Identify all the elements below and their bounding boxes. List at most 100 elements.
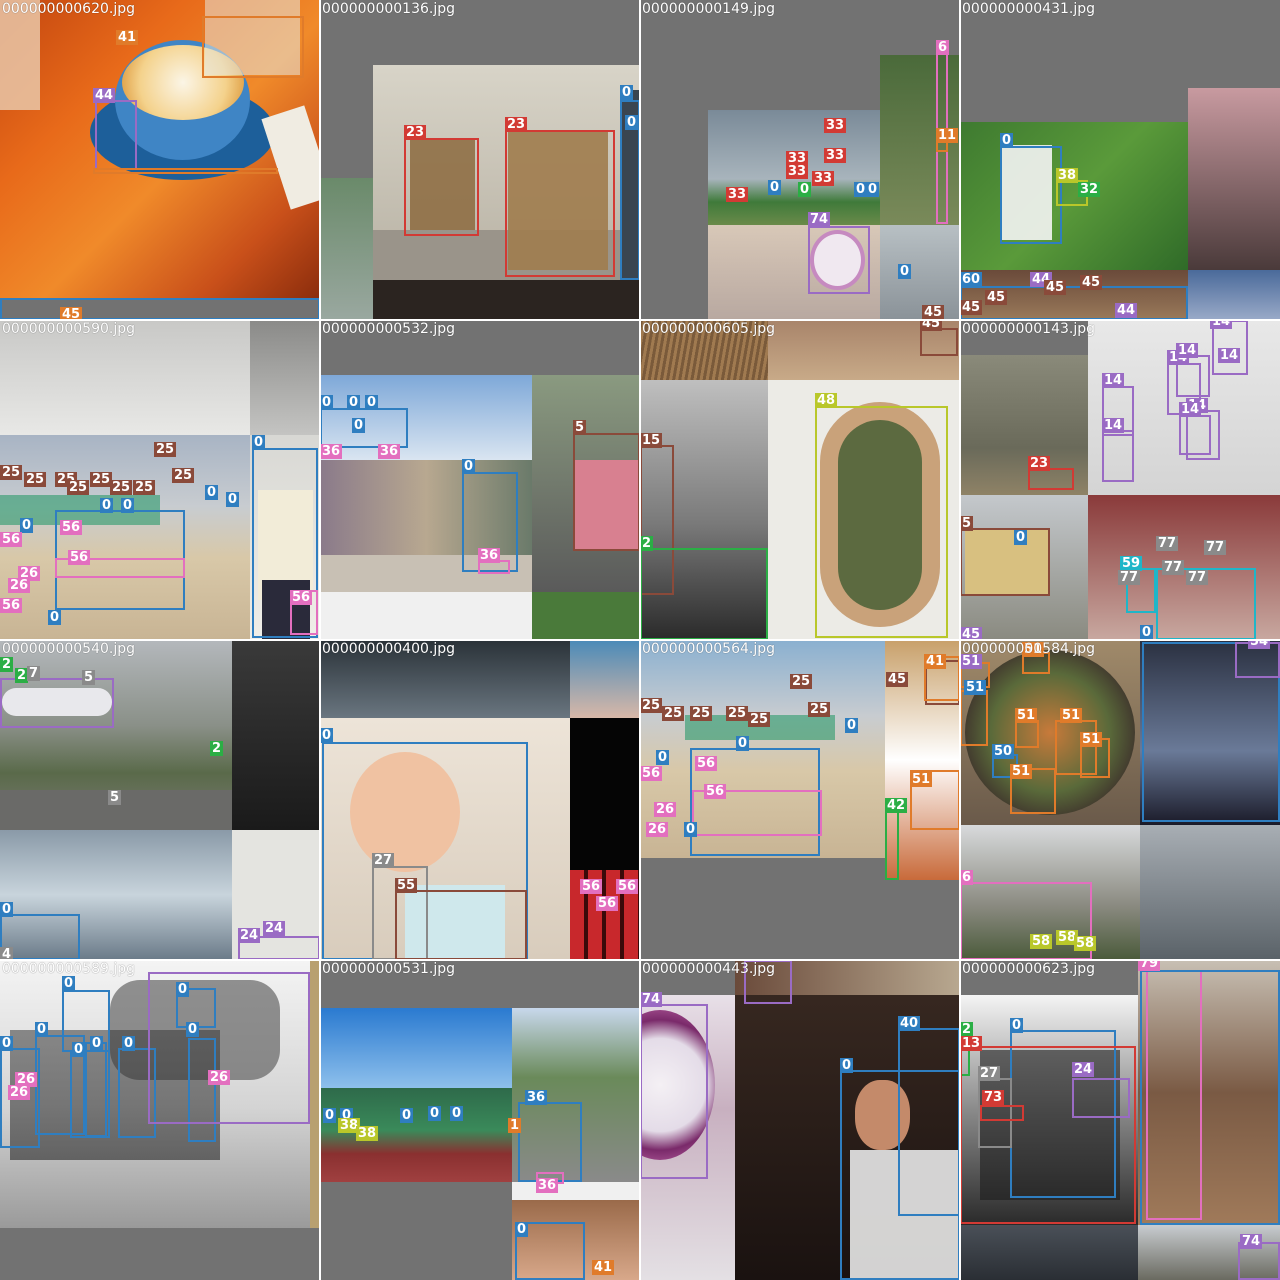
tile-vintage-plane: 0 0 0 0 0 0 0 0 26 26 26 000000000589.jp… bbox=[0, 960, 320, 1280]
label-60: 60 bbox=[960, 272, 983, 287]
label-0b: 0 bbox=[736, 736, 750, 751]
grass-image bbox=[532, 592, 640, 640]
label-27: 27 bbox=[372, 853, 395, 868]
bbox-plane bbox=[148, 972, 310, 1124]
bbox-person-5 bbox=[70, 1050, 110, 1138]
label-0: 0 bbox=[1000, 133, 1014, 148]
label-33c: 33 bbox=[824, 148, 847, 163]
bbox-skater bbox=[518, 1102, 582, 1182]
tile-filename: 000000000431.jpg bbox=[962, 1, 1095, 17]
bbox-people bbox=[690, 748, 820, 856]
label-26c: 26 bbox=[208, 1070, 231, 1085]
bbox-player bbox=[1000, 146, 1062, 244]
label-77a: 77 bbox=[1156, 536, 1179, 551]
label-0b: 0 bbox=[347, 395, 361, 410]
label-0e: 0 bbox=[450, 1106, 464, 1121]
grass-court-image bbox=[960, 122, 1188, 272]
bus-body-image bbox=[965, 530, 1050, 595]
tile-tennis: 0 38 32 60 44 45 45 45 45 44 00000000043… bbox=[960, 0, 1280, 320]
label-0: 0 bbox=[840, 1058, 854, 1073]
tile-filename: 000000000564.jpg bbox=[642, 641, 775, 657]
giraffe-left-image bbox=[410, 140, 475, 230]
arm-image bbox=[570, 640, 640, 718]
label-25g: 25 bbox=[67, 480, 90, 495]
label-0c: 0 bbox=[400, 1108, 414, 1123]
bbox-clock bbox=[640, 1004, 708, 1179]
label-0e: 0 bbox=[898, 264, 912, 279]
bottom-dark-image bbox=[373, 280, 640, 320]
label-4: 4 bbox=[0, 947, 14, 960]
food-image bbox=[965, 650, 1135, 815]
bbox-bird-2 bbox=[1102, 430, 1134, 482]
label-36a: 36 bbox=[320, 444, 343, 459]
bbox-giraffe-2 bbox=[505, 130, 615, 277]
label-73: 73 bbox=[982, 1090, 1005, 1105]
right-edge-image bbox=[310, 960, 320, 1228]
white-gap bbox=[512, 1182, 640, 1200]
bbox-44 bbox=[95, 100, 137, 170]
bathroom-image bbox=[0, 320, 250, 435]
tile-tennis-court: 0 0 0 0 0 38 38 1 36 36 0 41 00000000053… bbox=[320, 960, 640, 1280]
label-41: 41 bbox=[924, 654, 947, 669]
label-14b: 14 bbox=[1102, 418, 1125, 433]
label-14f: 14 bbox=[1218, 348, 1241, 363]
men-figures-image bbox=[980, 1050, 1120, 1200]
bbox-24 bbox=[1072, 1078, 1130, 1118]
bags-image bbox=[1188, 88, 1280, 270]
label-5: 5 bbox=[573, 420, 587, 435]
label-51d: 51 bbox=[1080, 732, 1103, 747]
label-0g: 0 bbox=[48, 610, 62, 625]
label-0a: 0 bbox=[320, 395, 334, 410]
label-14h: 14 bbox=[1210, 320, 1233, 329]
tile-filename: 000000000443.jpg bbox=[642, 961, 775, 977]
label-5a: 5 bbox=[82, 670, 96, 685]
bbox-cake bbox=[395, 890, 527, 960]
label-0b: 0 bbox=[625, 115, 639, 130]
bbox-person-right bbox=[1140, 970, 1280, 1225]
label-25g: 25 bbox=[808, 702, 831, 717]
label-51c: 51 bbox=[1015, 708, 1038, 723]
label-74: 74 bbox=[640, 992, 663, 1007]
label-24b: 24 bbox=[263, 921, 286, 936]
tile-filename: 000000000584.jpg bbox=[962, 641, 1095, 657]
label-0d: 0 bbox=[866, 182, 880, 197]
label-0e: 0 bbox=[100, 498, 114, 513]
label-25b: 25 bbox=[172, 468, 195, 483]
graffiti-wall-image bbox=[320, 460, 532, 555]
gray-bottom bbox=[0, 1228, 320, 1280]
label-0a: 0 bbox=[1014, 530, 1028, 545]
label-13: 13 bbox=[960, 1036, 983, 1051]
tile-beach-food: 25 25 25 25 25 25 25 0 0 0 56 56 56 26 2… bbox=[640, 640, 960, 960]
label-45: 45 bbox=[922, 305, 945, 320]
label-38: 38 bbox=[1056, 168, 1079, 183]
bbox-bird-5 bbox=[1179, 415, 1211, 455]
bbox-people-top bbox=[320, 408, 408, 448]
label-77b: 77 bbox=[1204, 540, 1227, 555]
woman-dog-image bbox=[1138, 960, 1280, 1225]
label-0e: 0 bbox=[462, 459, 476, 474]
label-0a: 0 bbox=[656, 750, 670, 765]
label-0: 0 bbox=[0, 902, 14, 917]
bbox-person-8 bbox=[85, 1042, 107, 1137]
bbox-bottom-person bbox=[0, 298, 320, 320]
label-0d: 0 bbox=[428, 1106, 442, 1121]
bbox-plane bbox=[0, 678, 114, 728]
waterfall-image bbox=[0, 830, 232, 960]
label-44: 44 bbox=[93, 88, 116, 103]
label-2b: 2 bbox=[15, 668, 29, 683]
label-25a: 25 bbox=[154, 442, 177, 457]
label-0b: 0 bbox=[1140, 625, 1154, 640]
bottle-image bbox=[250, 320, 320, 435]
left-lake-image bbox=[320, 178, 375, 320]
label-0g: 0 bbox=[186, 1022, 200, 1037]
label-14e: 14 bbox=[1179, 402, 1202, 417]
label-33d: 33 bbox=[786, 164, 809, 179]
label-33f: 33 bbox=[726, 187, 749, 202]
label-6: 6 bbox=[960, 870, 974, 885]
label-1: 1 bbox=[508, 1118, 522, 1133]
label-0b: 0 bbox=[798, 182, 812, 197]
portrait-image bbox=[512, 1200, 640, 1280]
label-2a: 2 bbox=[0, 657, 14, 672]
right-strip-image bbox=[620, 90, 640, 280]
